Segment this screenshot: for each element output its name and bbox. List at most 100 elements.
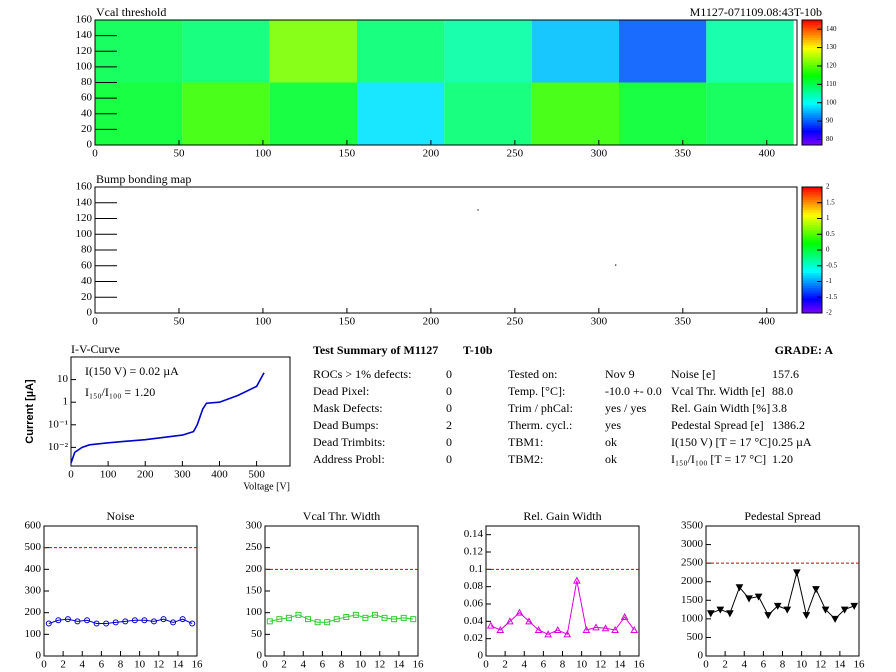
colorbar-band: [802, 275, 822, 279]
colorbar-band: [802, 47, 822, 51]
colorbar-band: [802, 189, 822, 193]
y-tick-label: 0.08: [464, 580, 484, 592]
colorbar-band: [802, 140, 822, 143]
x-tick-label: 14: [172, 659, 184, 671]
marker: [716, 606, 725, 614]
colorbar-tick-label: 0: [826, 246, 830, 254]
marker: [84, 617, 91, 624]
y-tick-label: 500: [25, 541, 42, 553]
colorbar-band: [802, 120, 822, 123]
y-tick-label: 0.04: [464, 615, 484, 627]
colorbar-band: [802, 45, 822, 48]
y-tick-label: 1: [63, 396, 69, 408]
colorbar-band: [802, 95, 822, 98]
marker: [764, 612, 772, 620]
marker: [276, 616, 283, 623]
marker: [343, 614, 350, 620]
x-tick-label: 100: [100, 469, 117, 481]
colorbar-band: [802, 255, 822, 258]
roc-cell: [269, 20, 357, 83]
x-tick-label: 10: [576, 659, 588, 671]
colorbar-band: [802, 130, 822, 133]
marker: [601, 624, 610, 632]
y-tick-label: 100: [25, 628, 42, 640]
marker: [726, 610, 734, 618]
colorbar-band: [802, 229, 822, 233]
x-tick-label: 150: [339, 148, 356, 160]
roc-cell: [531, 82, 619, 145]
colorbar-band: [802, 194, 822, 198]
y-tick-label: 10⁻¹: [48, 418, 68, 430]
y-tick-label: 20: [81, 291, 93, 303]
colorbar-band: [802, 214, 822, 218]
colorbar-band: [802, 125, 822, 128]
summary-value: yes: [605, 418, 621, 432]
y-tick-label: 120: [76, 45, 93, 57]
colorbar-band: [802, 65, 822, 68]
summary-value: 0.25 µA: [772, 435, 812, 449]
roc-cell: [531, 20, 619, 83]
x-tick-label: 14: [393, 659, 405, 671]
summary-value: 3.8: [772, 401, 787, 415]
summary-value: ok: [605, 452, 617, 466]
y-tick-label: 0.1: [469, 563, 483, 575]
x-tick-label: 14: [834, 659, 846, 671]
colorbar-band: [802, 280, 822, 284]
colorbar-tick-label: 2: [826, 183, 830, 191]
marker: [391, 616, 398, 623]
summary-label: Tested on:: [508, 367, 557, 381]
colorbar-band: [802, 110, 822, 113]
y-tick-label: 40: [81, 275, 93, 287]
x-tick-label: 2: [722, 659, 728, 671]
x-tick-label: 12: [595, 659, 606, 671]
marker: [112, 619, 119, 626]
marker: [773, 602, 782, 610]
marker: [783, 606, 792, 614]
colorbar-band: [802, 35, 822, 38]
data-line: [48, 618, 193, 624]
data-line: [70, 372, 265, 464]
x-tick-label: 2: [281, 659, 287, 671]
x-tick-label: 16: [854, 659, 866, 671]
colorbar-band: [802, 302, 822, 306]
chart-title: Pedestal Spread: [744, 509, 820, 523]
x-tick-label: 400: [759, 148, 776, 160]
marker: [55, 617, 62, 624]
pixel: [615, 264, 617, 266]
summary-value: ok: [605, 435, 617, 449]
colorbar-band: [802, 30, 822, 33]
y-tick-label: 0: [698, 650, 704, 662]
marker: [170, 619, 177, 626]
colorbar-band: [802, 250, 822, 253]
colorbar-band: [802, 207, 822, 210]
marker: [122, 618, 129, 625]
colorbar-band: [802, 32, 822, 36]
colorbar-band: [802, 40, 822, 43]
colorbar-band: [802, 50, 822, 53]
summary-value: 2: [446, 418, 452, 432]
x-tick-label: 0: [41, 659, 47, 671]
y-tick-label: 80: [81, 76, 93, 88]
x-tick-label: 8: [780, 659, 786, 671]
colorbar-band: [802, 87, 822, 91]
y-tick-label: 400: [25, 563, 42, 575]
x-tick-label: 4: [301, 659, 307, 671]
colorbar-band: [802, 277, 822, 281]
colorbar-band: [802, 60, 822, 63]
colorbar-band: [802, 70, 822, 73]
x-tick-label: 350: [675, 316, 692, 328]
marker: [496, 625, 505, 633]
x-tick-label: 12: [153, 659, 164, 671]
colorbar-band: [802, 285, 822, 289]
x-tick-label: 0: [92, 148, 98, 160]
marker: [831, 615, 839, 623]
colorbar-band: [802, 127, 822, 131]
colorbar-band: [802, 204, 822, 208]
marker: [506, 617, 514, 625]
y-tick-label: 140: [76, 29, 93, 41]
colorbar-tick-label: 80: [826, 135, 834, 143]
marker: [534, 625, 543, 633]
colorbar-band: [802, 224, 822, 228]
colorbar-band: [802, 305, 822, 309]
roc-cell: [618, 82, 707, 145]
